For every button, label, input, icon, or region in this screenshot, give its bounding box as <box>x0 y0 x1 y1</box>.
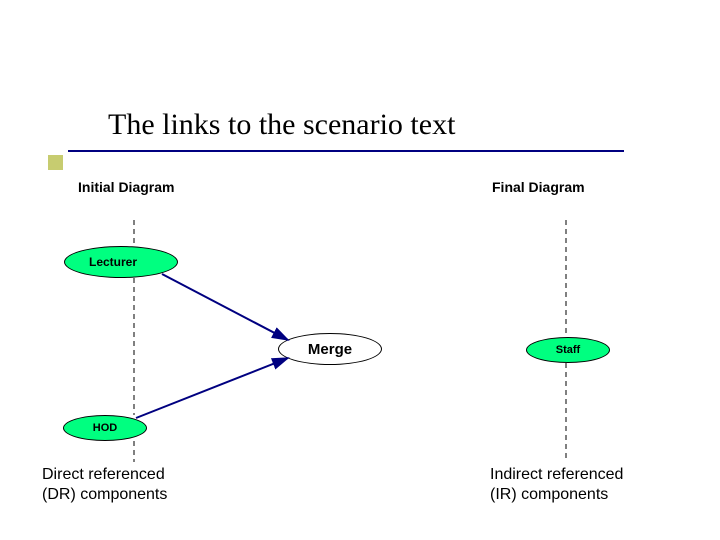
node-staff: Staff <box>526 337 610 363</box>
node-lecturer: Lecturer <box>64 246 178 278</box>
caption-ir-line2: (IR) components <box>490 486 608 503</box>
caption-dr: Direct referenced (DR) components <box>42 465 167 505</box>
edge-hod-merge <box>136 358 288 418</box>
page-title: The links to the scenario text <box>108 108 455 142</box>
node-staff-label: Staff <box>556 344 580 356</box>
node-lecturer-label: Lecturer <box>89 255 137 269</box>
caption-ir-line1: Indirect referenced <box>490 466 623 483</box>
caption-dr-line2: (DR) components <box>42 486 167 503</box>
title-bullet <box>48 155 63 170</box>
caption-dr-line1: Direct referenced <box>42 466 165 483</box>
node-hod-label: HOD <box>93 422 117 434</box>
node-hod: HOD <box>63 415 147 441</box>
edge-lecturer-merge <box>162 274 288 340</box>
node-merge-label: Merge <box>308 341 352 358</box>
caption-ir: Indirect referenced (IR) components <box>490 465 623 505</box>
label-initial-diagram: Initial Diagram <box>78 179 174 195</box>
node-merge: Merge <box>278 333 382 365</box>
label-final-diagram: Final Diagram <box>492 179 585 195</box>
